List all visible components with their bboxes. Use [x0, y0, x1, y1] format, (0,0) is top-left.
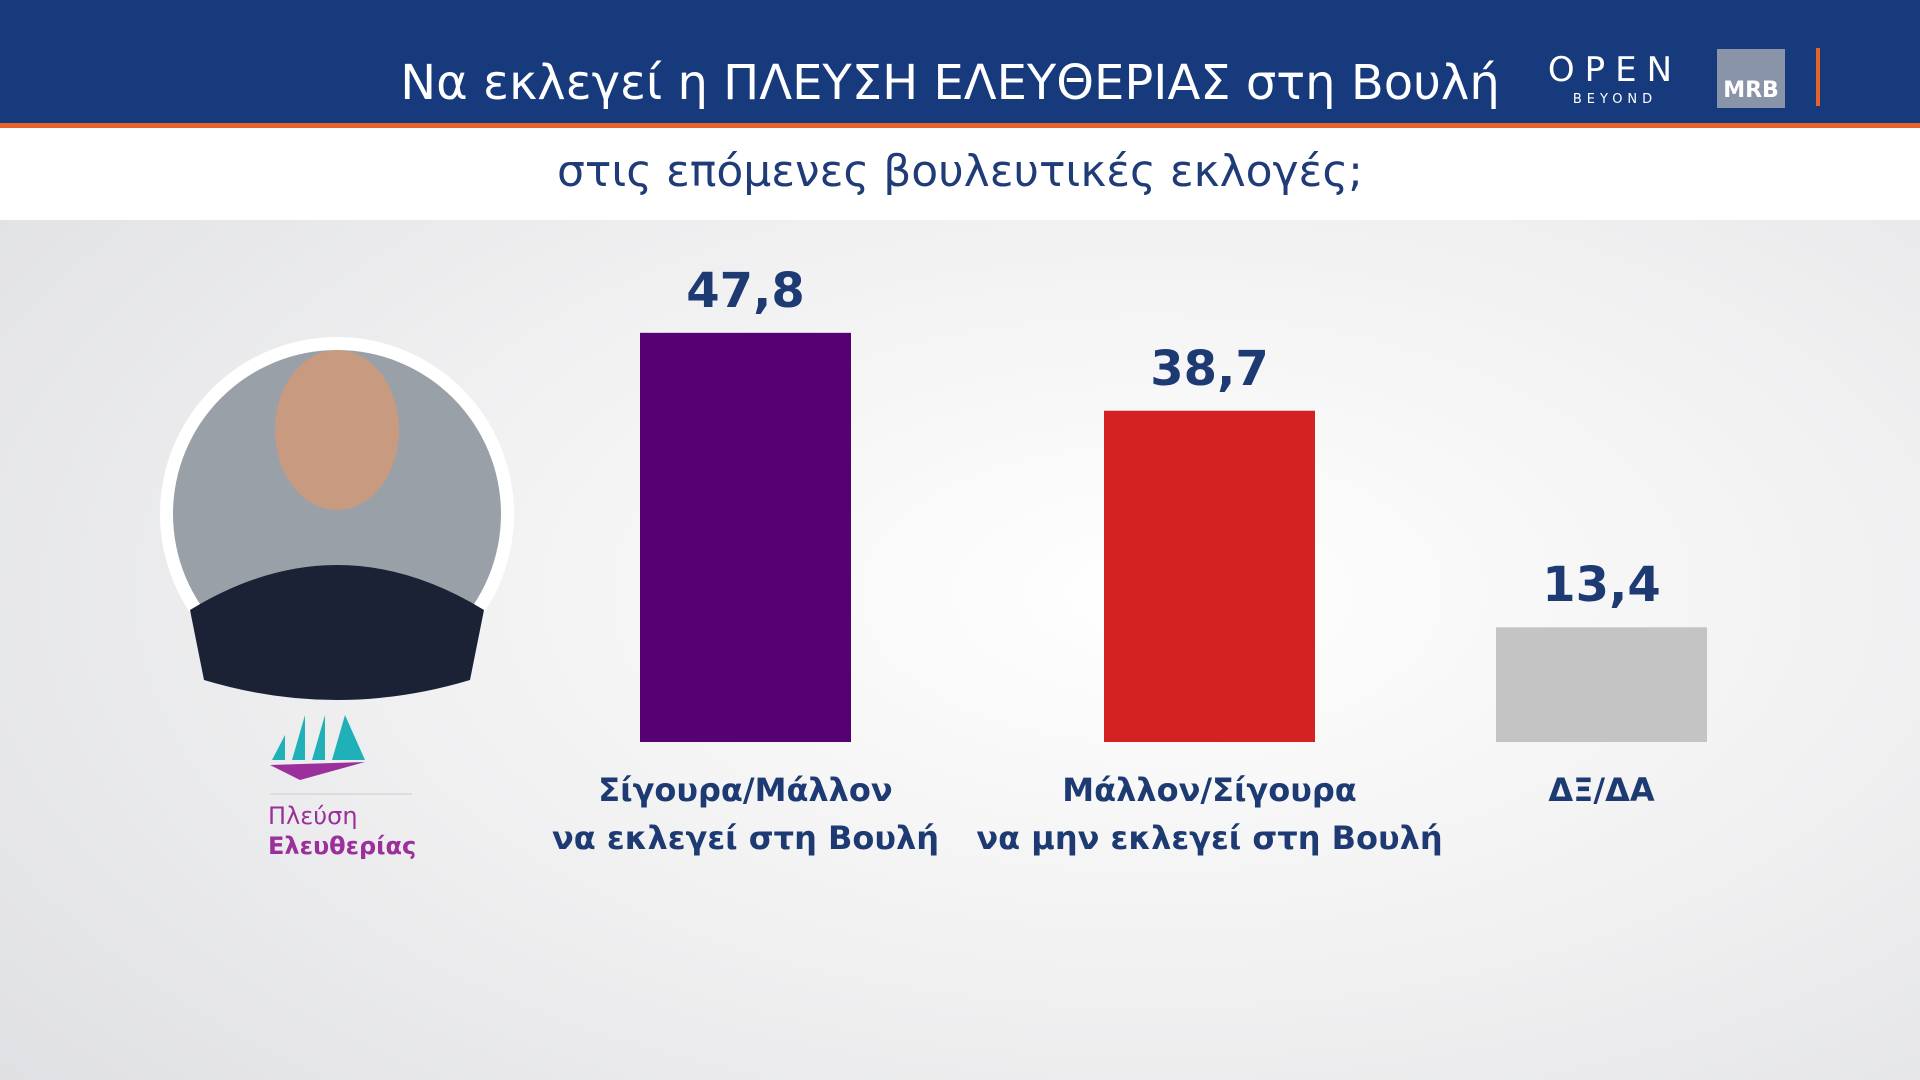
chart-subtitle: στις επόμενες βουλευτικές εκλογές;: [556, 146, 1363, 197]
chart-title: Να εκλεγεί η ΠΛΕΥΣΗ ΕΛΕΥΘΕΡΙΑΣ στη Βουλή: [400, 55, 1500, 111]
bar: [640, 332, 851, 742]
photo-body: [190, 565, 484, 700]
party-logo-line1: Πλεύση: [268, 802, 358, 830]
category-label: Σίγουρα/Μάλλον να εκλεγεί στη Βουλή: [551, 771, 940, 857]
header-bar: [0, 0, 1920, 123]
subtitle-band: [0, 128, 1920, 220]
value-label: 38,7: [1150, 340, 1269, 397]
pollster-box: [1717, 49, 1785, 108]
bar: [1496, 627, 1707, 742]
value-label: 47,8: [686, 262, 805, 319]
divider: [1816, 48, 1820, 106]
value-label: 13,4: [1542, 557, 1661, 614]
channel-tagline: BEYOND: [1572, 92, 1658, 107]
header-accent: [0, 123, 1920, 128]
bar: [1104, 410, 1315, 742]
pollster-logo: MRB: [1723, 78, 1779, 103]
category-label: Μάλλον/Σίγουρα να μην εκλεγεί στη Βουλή: [976, 771, 1443, 857]
category-label: ΔΞ/ΔΑ: [1548, 771, 1655, 809]
channel-logo: OPEN: [1547, 50, 1683, 90]
party-logo-line2: Ελευθερίας: [268, 832, 417, 860]
party-logo-icon: [270, 715, 365, 780]
photo-face: [275, 350, 399, 510]
